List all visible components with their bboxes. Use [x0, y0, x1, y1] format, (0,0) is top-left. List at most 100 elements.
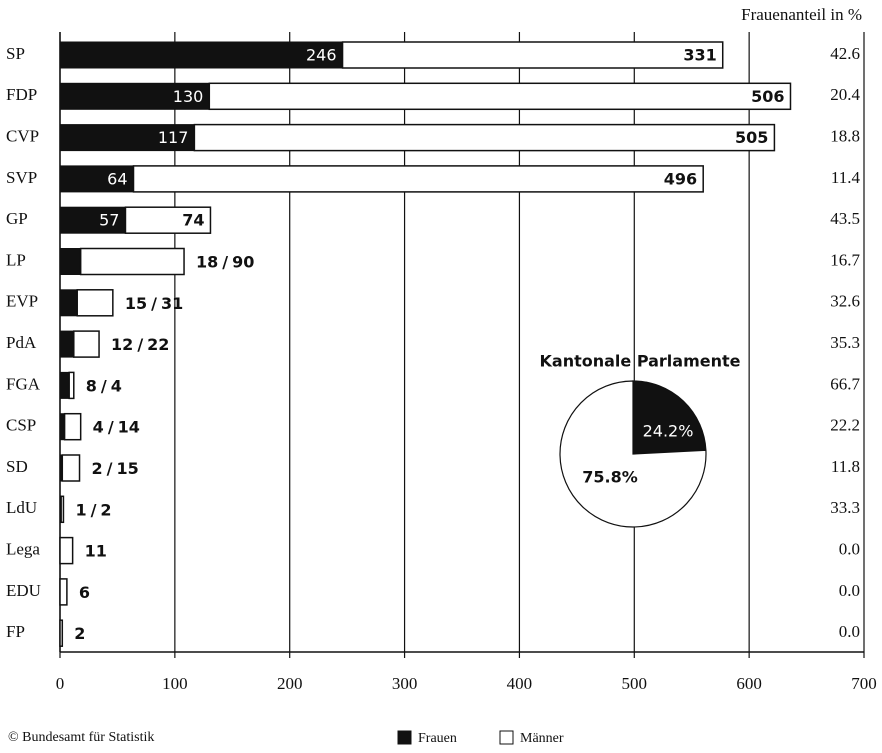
- share-value: 0.0: [839, 622, 860, 641]
- share-value: 35.3: [830, 333, 860, 352]
- bar-frauen: [59, 206, 126, 234]
- data-label: 12/22: [111, 335, 169, 354]
- data-label: 74: [182, 211, 204, 230]
- pie-slice: [632, 380, 707, 455]
- share-value: 11.8: [831, 457, 860, 476]
- data-label: 6: [79, 582, 90, 601]
- x-tick-label: 0: [56, 674, 65, 693]
- data-label-part: /: [107, 459, 113, 478]
- data-label-part: 8: [86, 376, 97, 395]
- bar-frauen: [59, 289, 78, 317]
- share-value: 22.2: [830, 416, 860, 435]
- share-value: 66.7: [830, 374, 860, 393]
- share-value: 11.4: [831, 168, 861, 187]
- share-value: 20.4: [830, 85, 860, 104]
- data-label-part: 4: [93, 417, 104, 436]
- data-label: 1 /2: [75, 500, 111, 519]
- legend-label: Männer: [520, 731, 564, 746]
- bar-frauen: [59, 371, 70, 399]
- bar-maenner: [193, 123, 776, 152]
- share-title: Frauenanteil in %: [741, 5, 862, 24]
- data-label-part: /: [91, 500, 97, 519]
- data-label-part: 22: [147, 335, 169, 354]
- share-value: 43.5: [830, 209, 860, 228]
- data-label-part: /: [101, 376, 107, 395]
- y-tick-label: SD: [6, 457, 28, 476]
- bar-frauen: [59, 41, 344, 69]
- data-label: 246: [306, 46, 337, 65]
- data-label: 506: [751, 87, 784, 106]
- legend-label: Frauen: [418, 731, 457, 746]
- x-tick-label: 300: [392, 674, 418, 693]
- data-label-part: 12: [111, 335, 133, 354]
- data-label: 64: [107, 169, 127, 188]
- share-value: 42.6: [830, 44, 860, 63]
- share-value: 33.3: [830, 498, 860, 517]
- data-label: 117: [158, 128, 189, 147]
- bar-maenner: [208, 82, 792, 111]
- pie-label: 24.2%: [643, 422, 694, 441]
- data-label: 505: [735, 128, 768, 147]
- data-label-part: 90: [232, 252, 254, 271]
- bar-frauen: [59, 330, 75, 358]
- legend-swatch: [397, 730, 412, 745]
- y-tick-label: FP: [6, 622, 25, 641]
- x-tick-label: 100: [162, 674, 188, 693]
- x-tick-label: 700: [851, 674, 877, 693]
- data-label-part: 11: [85, 541, 107, 560]
- data-label-part: 2: [92, 459, 103, 478]
- share-value: 18.8: [830, 127, 860, 146]
- x-tick-label: 400: [507, 674, 533, 693]
- data-label: 2: [74, 624, 85, 643]
- bar-maenner: [341, 41, 724, 69]
- bar-maenner: [63, 412, 82, 441]
- data-label-part: 2: [100, 500, 111, 519]
- data-label: 8/4: [86, 376, 122, 395]
- x-tick-label: 200: [277, 674, 303, 693]
- data-label: 18/90: [196, 252, 254, 271]
- y-tick-label: CVP: [6, 127, 39, 146]
- bar-maenner: [59, 578, 68, 606]
- data-label: 57: [99, 211, 119, 230]
- bar-maenner: [124, 206, 212, 234]
- data-label: 331: [683, 46, 716, 65]
- data-label: 15/31: [125, 293, 183, 312]
- y-tick-label: Lega: [6, 540, 40, 559]
- bar-frauen: [59, 124, 195, 152]
- data-label-part: 14: [118, 417, 140, 436]
- y-tick-label: LP: [6, 250, 26, 269]
- data-label-part: 4: [111, 376, 122, 395]
- y-tick-label: PdA: [6, 333, 37, 352]
- y-tick-label: SP: [6, 44, 25, 63]
- data-label: 130: [173, 87, 204, 106]
- data-label-part: 2: [74, 624, 85, 643]
- legend-swatch: [499, 730, 514, 745]
- bar-maenner: [60, 495, 65, 524]
- data-label-part: 1: [75, 500, 86, 519]
- y-tick-label: EVP: [6, 292, 38, 311]
- data-label-part: 15: [125, 293, 147, 312]
- bar-maenner: [59, 619, 64, 647]
- data-label-part: 18: [196, 252, 218, 271]
- x-tick-label: 500: [622, 674, 648, 693]
- y-tick-label: EDU: [6, 581, 41, 600]
- pie-slice: [559, 380, 707, 528]
- bar-maenner: [79, 247, 185, 276]
- bar-maenner: [68, 371, 75, 400]
- data-label-part: /: [222, 252, 228, 271]
- data-label: 496: [664, 169, 697, 188]
- data-label-part: 6: [79, 582, 90, 601]
- bar-maenner: [61, 454, 81, 482]
- data-label: 4/14: [93, 417, 140, 436]
- y-tick-label: FGA: [6, 374, 41, 393]
- data-label-part: /: [137, 335, 143, 354]
- share-value: 0.0: [839, 581, 860, 600]
- x-tick-label: 600: [736, 674, 762, 693]
- y-tick-label: CSP: [6, 416, 36, 435]
- share-value: 0.0: [839, 540, 860, 559]
- y-tick-label: GP: [6, 209, 28, 228]
- bar-maenner: [76, 289, 114, 317]
- data-label: 11: [85, 541, 107, 560]
- share-value: 32.6: [830, 292, 860, 311]
